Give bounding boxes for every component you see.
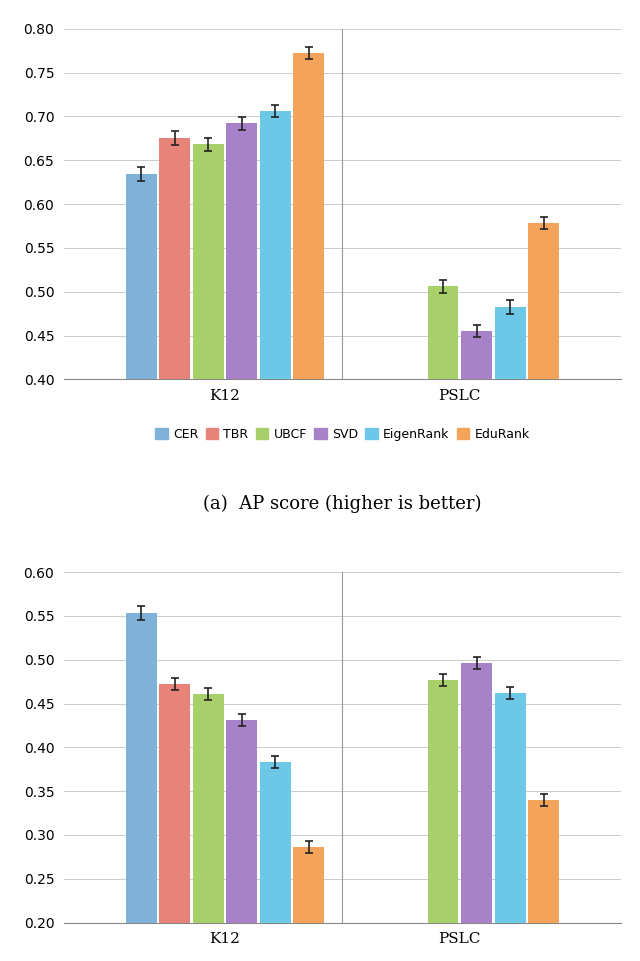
Bar [227,123,257,380]
Bar [193,144,223,380]
Bar [461,332,492,380]
Bar [227,720,257,923]
Bar [125,174,157,380]
Bar [495,307,525,380]
Bar [528,223,559,380]
Text: (a)  AP score (higher is better): (a) AP score (higher is better) [203,495,482,513]
Bar [125,613,157,923]
Bar [293,54,324,380]
Bar [260,762,291,923]
Bar [293,848,324,923]
Bar [528,800,559,923]
Bar [428,679,458,923]
Bar [159,138,190,380]
Bar [193,694,223,923]
Bar [260,111,291,380]
Bar [495,693,525,923]
Bar [461,663,492,923]
Legend: CER, TBR, UBCF, SVD, EigenRank, EduRank: CER, TBR, UBCF, SVD, EigenRank, EduRank [153,425,532,443]
Bar [159,684,190,923]
Bar [428,286,458,380]
